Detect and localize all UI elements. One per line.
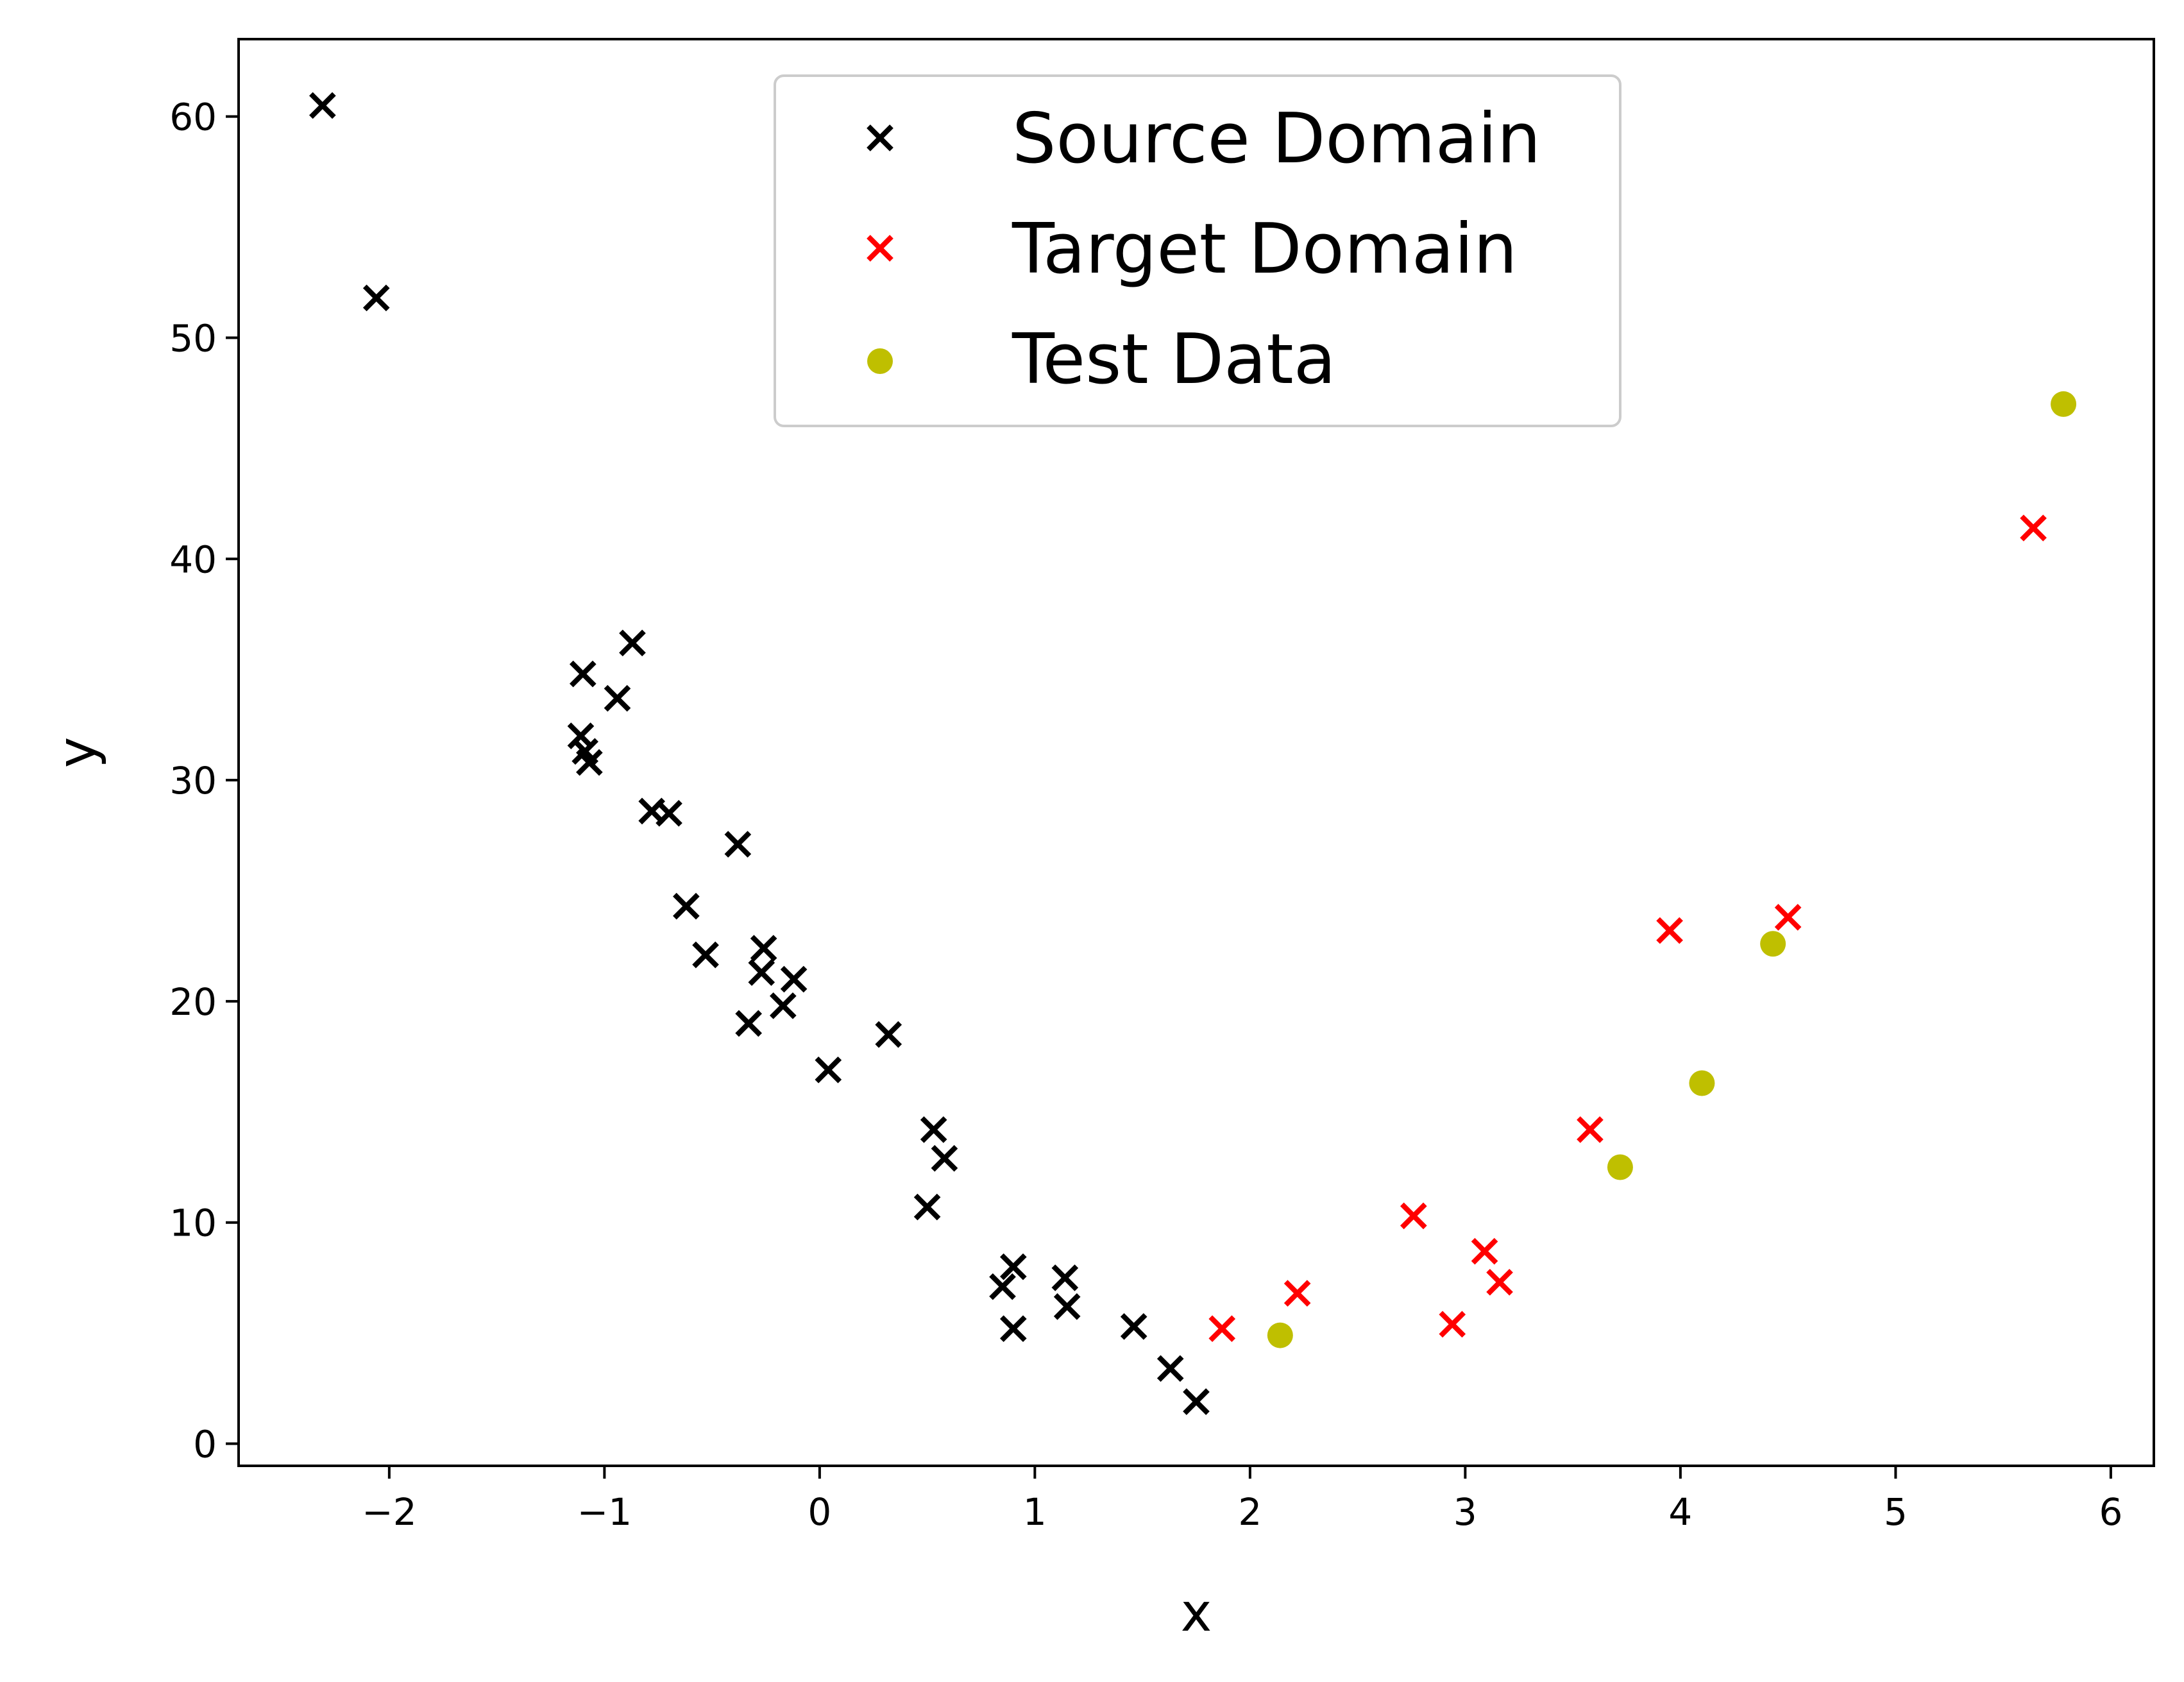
data-point [1656,917,1683,944]
data-point [1760,931,1786,957]
series-0 [309,92,1210,1415]
legend-marker [867,348,893,374]
data-point [362,284,390,312]
x-tick-label: 3 [1453,1490,1477,1534]
x-tick-label: 6 [2099,1490,2122,1534]
data-point [1208,1315,1236,1343]
data-point [569,660,597,688]
data-point [1053,1293,1081,1320]
data-point [1439,1311,1466,1338]
data-point [619,629,646,657]
data-point [576,749,603,776]
data-point [656,799,682,827]
data-point [1471,1237,1498,1265]
data-point [1283,1280,1311,1307]
data-point [1400,1202,1427,1230]
data-point [913,1193,941,1221]
y-tick-label: 30 [169,759,217,803]
data-point [875,1021,902,1048]
data-point [1267,1322,1293,1348]
data-point [815,1056,842,1083]
data-point [604,684,631,712]
data-point [748,959,775,986]
plot-frame [237,38,2155,1467]
data-points [309,92,2077,1415]
data-point [1774,904,1802,931]
data-point [692,941,719,969]
legend-marker [867,235,893,262]
data-point [2051,391,2077,417]
y-tick-label: 20 [169,980,217,1024]
data-point [724,831,752,858]
data-point [920,1116,947,1143]
y-tick-label: 40 [169,538,217,581]
data-point [1607,1154,1633,1180]
data-point [999,1253,1027,1280]
legend: Source Domain Target Domain Test Data [774,74,1621,427]
x-tick-label: −1 [577,1490,632,1534]
data-point [770,992,797,1019]
data-point [989,1273,1016,1300]
x-tick-label: 0 [808,1490,831,1534]
series-1 [1208,514,2047,1343]
data-point [309,92,336,119]
x-axis-ticks: −2 −1 0 1 2 3 4 5 6 [362,1466,2122,1534]
y-tick-label: 0 [193,1423,217,1466]
legend-label: Test Data [1012,319,1336,400]
data-point [1120,1312,1147,1340]
data-point [999,1315,1027,1343]
y-tick-label: 50 [169,316,217,360]
data-point [1689,1070,1715,1096]
legend-marker [867,124,893,151]
data-point [750,935,777,962]
data-point [567,722,595,749]
series-2 [1267,391,2077,1348]
data-point [1486,1268,1513,1296]
data-point [673,892,700,920]
y-tick-label: 10 [169,1202,217,1245]
data-point [735,1010,762,1037]
x-tick-label: −2 [362,1490,417,1534]
x-tick-label: 4 [1668,1490,1692,1534]
data-point [2020,514,2047,541]
data-point [1156,1355,1184,1382]
legend-label: Target Domain [1012,209,1518,289]
data-point [931,1144,958,1172]
y-tick-label: 60 [169,96,217,139]
legend-label: Source Domain [1012,99,1541,179]
x-axis-label: x [1181,1583,1212,1644]
x-tick-label: 2 [1238,1490,1262,1534]
x-tick-label: 1 [1023,1490,1047,1534]
y-axis-ticks: 0 10 20 30 40 50 60 [169,96,239,1466]
data-point [1577,1116,1604,1143]
data-point [1183,1388,1210,1415]
x-tick-label: 5 [1884,1490,1908,1534]
legend-box [774,74,1621,427]
data-point [1051,1264,1079,1291]
data-point [780,965,808,993]
y-axis-label: y [47,737,108,769]
